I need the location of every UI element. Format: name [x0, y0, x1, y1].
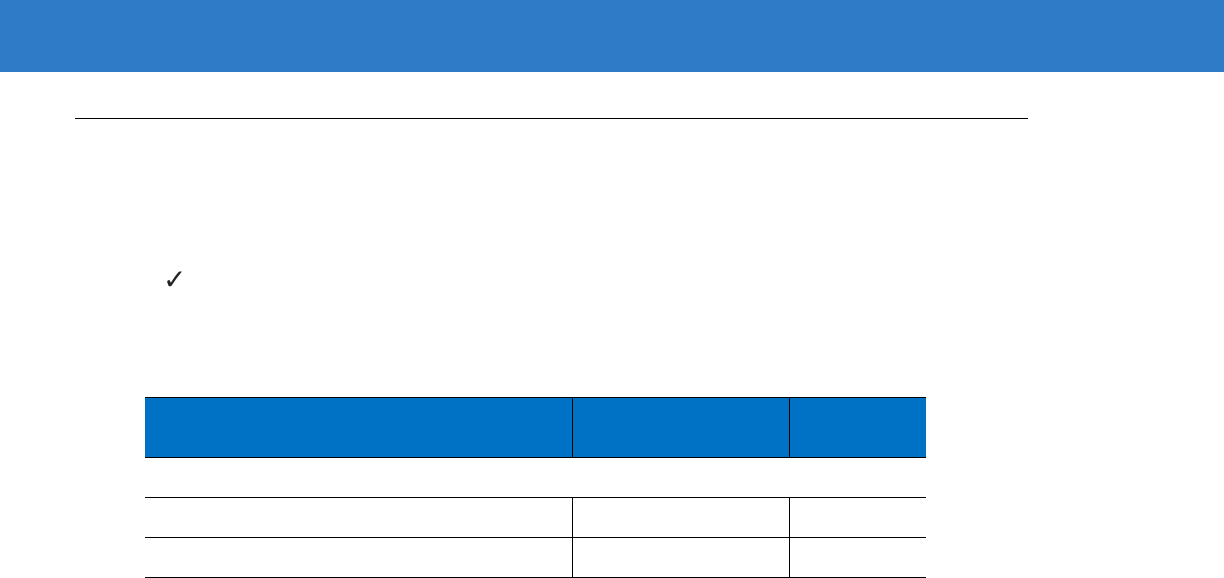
- table-row: [145, 537, 926, 578]
- column-header: [572, 397, 790, 458]
- table-cell: [789, 497, 926, 538]
- table-cell: [145, 537, 573, 578]
- table-cell: [789, 537, 926, 578]
- table-header-row: [145, 397, 926, 458]
- checkmark-icon: ✓: [163, 263, 187, 296]
- column-header: [789, 397, 926, 458]
- table-cell: [572, 497, 790, 538]
- table-section-row: [145, 457, 926, 498]
- table-cell: [572, 537, 790, 578]
- table-cell: [145, 497, 573, 538]
- table-row: [145, 497, 926, 538]
- column-header: [145, 397, 573, 458]
- section-label: [145, 457, 926, 498]
- header-rule: [75, 118, 1028, 119]
- header-banner: [0, 0, 1224, 72]
- data-table: [145, 397, 926, 578]
